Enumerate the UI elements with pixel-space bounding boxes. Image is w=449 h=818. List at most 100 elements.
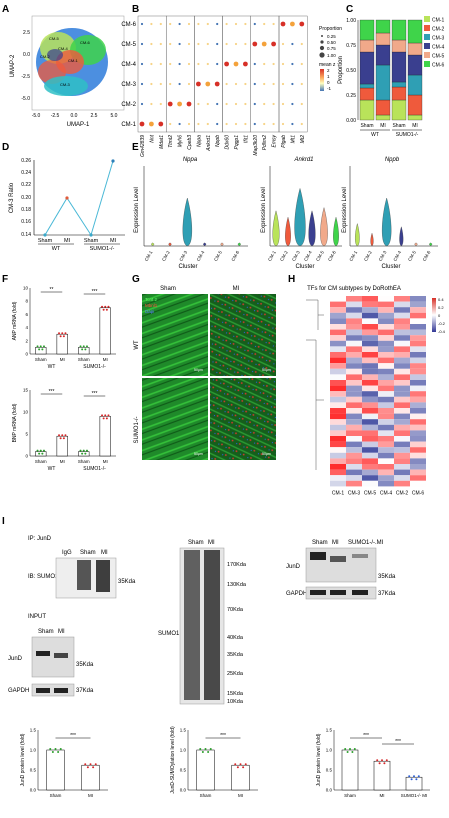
- heatmap-cell: [378, 340, 394, 347]
- x-tick-label: MI: [380, 123, 386, 129]
- series-line: [44, 160, 114, 237]
- dot-plot: CM-6 CM-5 CM-4 CM-3 CM-2 CM-1 Proportion…: [121, 15, 342, 157]
- heatmap-cell: [378, 352, 394, 358]
- heatmap-cell: [394, 458, 410, 464]
- blot-label: GAPDH: [8, 688, 29, 694]
- legend-label: CM-4: [432, 45, 444, 51]
- legend-swatch: [424, 43, 430, 49]
- heatmap-cell: [378, 408, 394, 414]
- heatmap-cell: [346, 452, 362, 459]
- data-point: [85, 345, 88, 348]
- x-tick-label: CM-3: [378, 250, 388, 262]
- heatmap-cell: [362, 335, 378, 341]
- heatmap-cell: [410, 346, 426, 352]
- heatmap-cell: [394, 419, 410, 425]
- bar-segment: [391, 19, 407, 41]
- legend-label: 0.75: [327, 46, 336, 51]
- heatmap-cell: [362, 346, 378, 352]
- heatmap-cell: [394, 475, 410, 481]
- tick-label: 0.25: [346, 93, 356, 99]
- violin-mark: [182, 197, 192, 247]
- heatmap-cell: [394, 380, 410, 386]
- bar: [196, 749, 215, 791]
- stain-label: Tcnt 2: [145, 297, 158, 302]
- heatmap-cell: [346, 357, 362, 364]
- heatmap-cell: [346, 475, 362, 481]
- gene-label: Ddx60: [225, 135, 231, 150]
- data-point: [101, 305, 104, 308]
- heatmap-cell: [394, 391, 410, 397]
- lane-label: Sham: [80, 550, 96, 556]
- dot-mark: [291, 122, 294, 126]
- scale-bar-label: 50μm: [194, 452, 203, 456]
- legend-label: 1.00: [327, 53, 336, 58]
- tick-label: 2.5: [23, 30, 30, 36]
- heatmap-cell: [394, 436, 410, 442]
- blot-label: JunD: [286, 564, 301, 570]
- dot-mark: [244, 22, 247, 26]
- gene-group-box: [250, 15, 280, 133]
- heatmap-cell: [378, 458, 394, 464]
- dot-mark: [216, 122, 219, 126]
- cluster-label: CM-4: [121, 62, 136, 68]
- column-label: CM-4: [380, 490, 392, 496]
- heatmap-cell: [346, 380, 362, 386]
- scale-bar-label: 50μm: [194, 368, 203, 372]
- dot-mark: [280, 21, 286, 27]
- tick-label: 0.00: [346, 118, 356, 124]
- lane-label: Sham: [38, 629, 54, 635]
- gene-label: Ifit1: [243, 135, 249, 143]
- dot-mark: [291, 62, 294, 66]
- tick-label: 5.0: [111, 113, 118, 119]
- data-point: [39, 449, 42, 452]
- bar: [341, 749, 359, 791]
- heatmap-cell: [330, 402, 346, 408]
- heatmap-cell: [378, 312, 394, 319]
- heatmap-cell: [378, 318, 394, 324]
- legend-label: 0.50: [327, 40, 336, 45]
- bar: [373, 760, 391, 791]
- heatmap-cell: [362, 318, 378, 324]
- dot-mark: [196, 81, 201, 87]
- heatmap-cell: [346, 464, 362, 470]
- violin-mark: [429, 242, 433, 247]
- legend-label: 0.4: [438, 297, 444, 302]
- tick-label: 5: [25, 432, 28, 437]
- heatmap-cell: [378, 469, 394, 476]
- heatmap-cell: [330, 419, 346, 425]
- row-label: WT: [134, 340, 140, 350]
- gene-label: Myh6: [178, 135, 184, 147]
- kda-marker: 35Kda: [227, 652, 244, 658]
- heatmap-cell: [410, 307, 426, 313]
- bar-segment: [375, 114, 391, 121]
- heatmap-cell: [394, 452, 410, 459]
- dot-mark: [272, 22, 275, 26]
- dot-mark: [253, 22, 256, 26]
- x-axis-label: UMAP-1: [67, 122, 90, 128]
- x-tick-label: CM-6: [230, 250, 240, 262]
- dot-mark: [214, 81, 220, 87]
- x-axis-label: Cluster: [295, 264, 314, 270]
- dot-mark: [234, 102, 238, 106]
- heatmap-cell: [362, 363, 378, 369]
- gene-label: Plgab: [281, 135, 287, 148]
- data-point: [102, 417, 105, 420]
- data-point: [234, 763, 237, 766]
- heatmap-cell: [394, 335, 410, 341]
- heatmap-cell: [378, 464, 394, 470]
- heatmap-cell: [330, 436, 346, 442]
- dendrogram: [306, 299, 324, 470]
- ib-label: IB: SUMO1: [28, 574, 59, 580]
- x-tick-label: CM-6: [327, 250, 337, 262]
- heatmap-cell: [346, 318, 362, 324]
- bar: [35, 451, 47, 457]
- lane-label: SUMO1-/-.MI: [348, 540, 384, 546]
- dot-mark: [263, 62, 266, 66]
- data-point: [61, 434, 64, 437]
- heatmap-cell: [346, 396, 362, 403]
- violin-title: Nppb: [385, 157, 400, 163]
- tick-label: 0.5: [180, 768, 187, 773]
- legend-label: 2: [327, 68, 330, 73]
- legend-swatch: [424, 34, 430, 40]
